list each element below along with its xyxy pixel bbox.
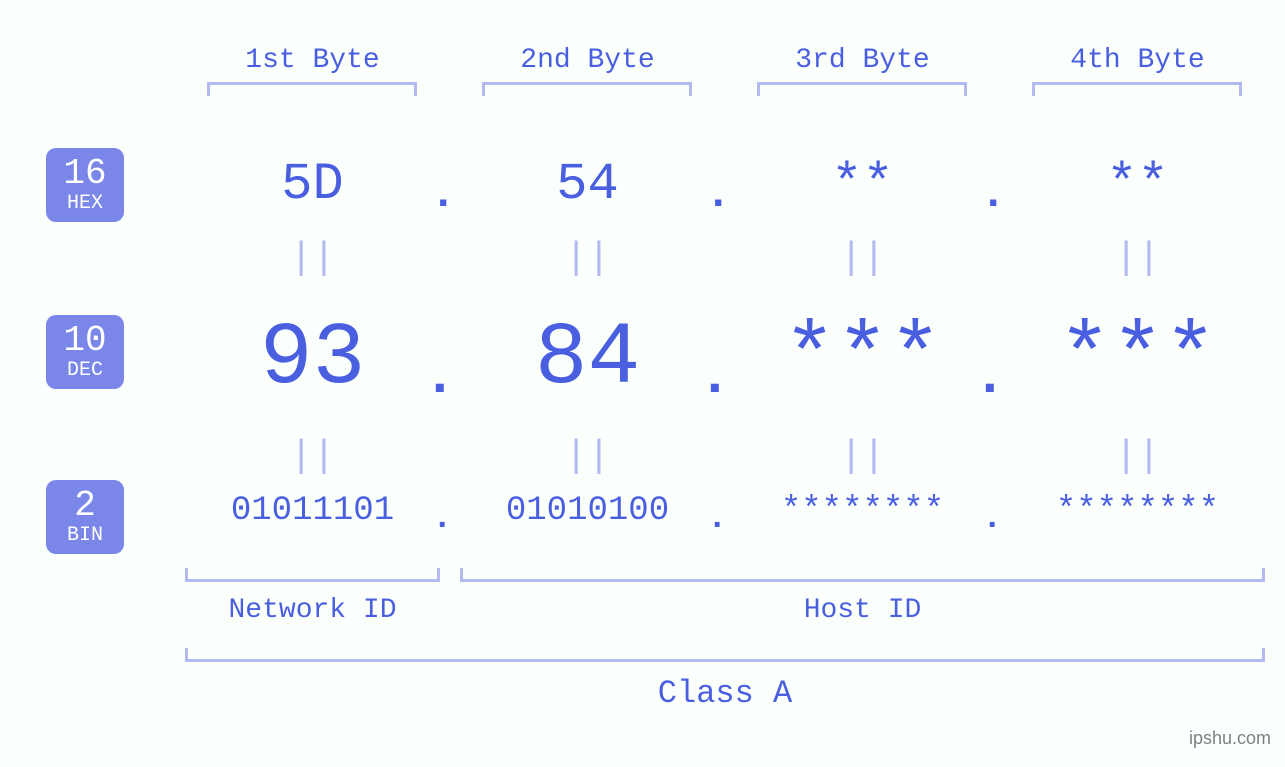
hex-dot-3: .	[980, 170, 1006, 220]
badge-dec-num: 10	[63, 323, 106, 359]
label-network-id: Network ID	[185, 595, 440, 626]
bin-dot-3: .	[982, 500, 1002, 538]
equals-bot-2: ||	[460, 435, 715, 478]
hex-byte-2: 54	[460, 155, 715, 214]
dec-byte-4: ***	[1010, 310, 1265, 409]
dec-dot-2: .	[698, 345, 732, 409]
bracket-byte-3	[757, 82, 967, 96]
badge-bin-num: 2	[74, 488, 96, 524]
bin-dot-2: .	[707, 500, 727, 538]
badge-hex: 16 HEX	[46, 148, 124, 222]
bracket-network-id	[185, 568, 440, 582]
equals-top-3: ||	[735, 237, 990, 280]
bracket-class	[185, 648, 1265, 662]
hex-byte-3: **	[735, 155, 990, 214]
badge-hex-label: HEX	[67, 194, 103, 214]
badge-dec: 10 DEC	[46, 315, 124, 389]
bracket-byte-4	[1032, 82, 1242, 96]
byte-header-4: 4th Byte	[1010, 45, 1265, 76]
hex-dot-2: .	[705, 170, 731, 220]
ip-address-diagram: 1st Byte 2nd Byte 3rd Byte 4th Byte 16 H…	[0, 0, 1285, 767]
hex-byte-4: **	[1010, 155, 1265, 214]
watermark: ipshu.com	[1189, 728, 1271, 749]
dec-dot-3: .	[973, 345, 1007, 409]
label-host-id: Host ID	[460, 595, 1265, 626]
dec-byte-1: 93	[185, 310, 440, 409]
bin-byte-2: 01010100	[460, 492, 715, 530]
bin-byte-4: ********	[1010, 492, 1265, 530]
bin-dot-1: .	[432, 500, 452, 538]
bin-byte-1: 01011101	[185, 492, 440, 530]
equals-bot-4: ||	[1010, 435, 1265, 478]
badge-bin-label: BIN	[67, 526, 103, 546]
byte-header-3: 3rd Byte	[735, 45, 990, 76]
equals-bot-1: ||	[185, 435, 440, 478]
bracket-byte-2	[482, 82, 692, 96]
bracket-host-id	[460, 568, 1265, 582]
dec-byte-3: ***	[735, 310, 990, 409]
dec-byte-2: 84	[460, 310, 715, 409]
hex-byte-1: 5D	[185, 155, 440, 214]
bin-byte-3: ********	[735, 492, 990, 530]
equals-top-2: ||	[460, 237, 715, 280]
equals-top-4: ||	[1010, 237, 1265, 280]
bracket-byte-1	[207, 82, 417, 96]
hex-dot-1: .	[430, 170, 456, 220]
byte-header-1: 1st Byte	[185, 45, 440, 76]
badge-bin: 2 BIN	[46, 480, 124, 554]
badge-dec-label: DEC	[67, 361, 103, 381]
label-class: Class A	[185, 675, 1265, 712]
dec-dot-1: .	[423, 345, 457, 409]
equals-bot-3: ||	[735, 435, 990, 478]
byte-header-2: 2nd Byte	[460, 45, 715, 76]
equals-top-1: ||	[185, 237, 440, 280]
badge-hex-num: 16	[63, 156, 106, 192]
